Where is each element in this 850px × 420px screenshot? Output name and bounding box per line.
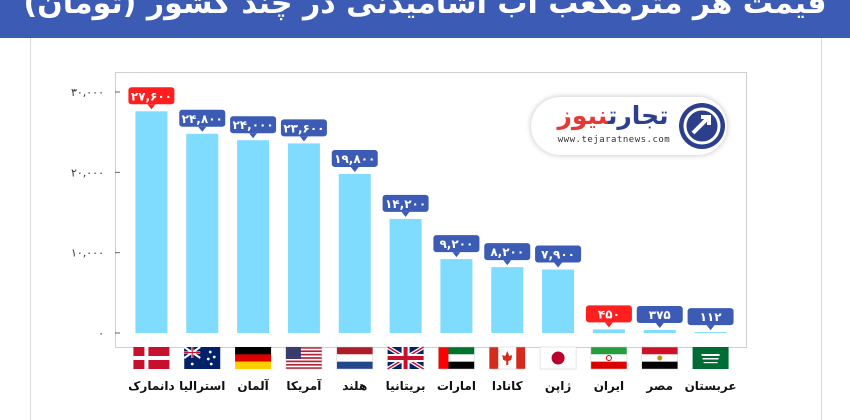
- japan-flag: [539, 346, 577, 370]
- bar: [592, 329, 625, 333]
- category-label: استرالیا: [179, 379, 225, 393]
- australia-flag: [183, 346, 221, 369]
- value-label-box: [230, 116, 277, 134]
- value-label: ۸,۲۰۰: [490, 245, 524, 259]
- bar: [542, 269, 575, 333]
- category-label: دانمارک: [128, 379, 175, 393]
- value-label-box: [433, 235, 480, 253]
- value-label-pointer: [249, 133, 258, 139]
- value-label-pointer: [554, 262, 563, 268]
- y-tick-label: ۱۰,۰۰۰: [71, 247, 104, 260]
- value-label-box: [484, 243, 531, 261]
- value-label-pointer: [147, 104, 156, 110]
- saudi-flag: [692, 347, 729, 369]
- category-label: کانادا: [492, 379, 523, 393]
- logo-name-part1: تجارت: [607, 101, 669, 130]
- value-label: ۲۴,۰۰۰: [232, 118, 273, 132]
- value-label-box: [179, 109, 226, 127]
- plot-area: [115, 72, 747, 348]
- canada-flag: [489, 346, 526, 370]
- bar: [440, 259, 473, 333]
- bar: [135, 111, 168, 333]
- bar: [643, 329, 676, 333]
- value-label: ۲۳,۶۰۰: [283, 121, 324, 135]
- value-label-pointer: [706, 325, 715, 331]
- value-label: ۱۹,۸۰۰: [334, 152, 375, 166]
- bar: [338, 173, 371, 333]
- category-label: آمریکا: [286, 378, 322, 393]
- value-label-pointer: [350, 166, 359, 172]
- value-label-box: [280, 119, 327, 137]
- netherlands-flag: [336, 346, 373, 370]
- y-tick-label: ۰: [98, 327, 104, 340]
- logo-name: تجارتنیوز: [545, 101, 681, 130]
- value-label-pointer: [604, 322, 613, 328]
- value-label: ۱۱۲: [700, 310, 723, 324]
- page-title: قیمت هر مترمکعب آب آشامیدنی در چند کشور …: [23, 0, 827, 21]
- y-tick-label: ۲۰,۰۰۰: [71, 166, 104, 179]
- germany-flag: [235, 347, 272, 369]
- value-label-box: [128, 87, 175, 105]
- value-label-box: [687, 308, 734, 326]
- value-label-pointer: [503, 260, 512, 266]
- bar: [694, 332, 727, 334]
- uk-flag: [386, 345, 425, 371]
- y-axis: ۰ ۱۰,۰۰۰ ۲۰,۰۰۰ ۳۰,۰۰۰: [71, 86, 120, 340]
- category-label: ایران: [594, 379, 624, 393]
- bar: [287, 143, 320, 333]
- denmark-flag: [133, 347, 170, 369]
- value-label-box: [331, 149, 378, 167]
- header-banner: قیمت هر مترمکعب آب آشامیدنی در چند کشور …: [0, 0, 850, 38]
- logo-mark-icon: [679, 103, 725, 149]
- value-label-pointer: [401, 211, 410, 217]
- value-label-pointer: [655, 322, 664, 328]
- value-labels: ۲۷,۶۰۰ ۲۴,۸۰۰ ۲۴,۰۰۰ ۲۳,۶۰۰ ۱۹,۸۰۰ ۱۴,۲۰۰ ۹,۲۰…: [128, 87, 734, 331]
- category-label: ژاپن: [545, 379, 571, 393]
- bar: [491, 267, 524, 333]
- category-label: آلمان: [237, 378, 269, 393]
- value-label: ۹,۲۰۰: [439, 237, 473, 251]
- value-label-pointer: [299, 136, 308, 142]
- flags: [133, 345, 729, 371]
- category-label: امارات: [437, 379, 476, 393]
- category-label: بریتانیا: [386, 379, 426, 393]
- x-axis-labels: دانمارک استرالیا آلمان آمریکا هلند بریتانیا ام…: [128, 378, 736, 393]
- bar: [237, 140, 270, 333]
- uae-flag: [438, 346, 475, 370]
- value-label-pointer: [198, 126, 207, 132]
- value-label-box: [382, 194, 429, 212]
- value-label-box: [535, 245, 582, 263]
- value-label-box: [585, 305, 632, 323]
- value-label-pointer: [452, 252, 461, 258]
- value-label-box: [636, 305, 683, 323]
- egypt-flag: [641, 346, 678, 370]
- value-label: ۱۴,۲۰۰: [385, 197, 426, 211]
- value-label: ۲۴,۸۰۰: [182, 112, 223, 126]
- value-label: ۳۷۵: [649, 308, 671, 322]
- bar: [389, 218, 422, 333]
- bar: [186, 133, 219, 333]
- category-label: مصر: [645, 379, 673, 393]
- value-label: ۷,۹۰۰: [541, 248, 575, 262]
- category-label: هلند: [342, 379, 367, 393]
- category-label: عربستان: [685, 379, 737, 393]
- logo-url: www.tejaratnews.com: [557, 135, 671, 145]
- tejaratnews-logo: تجارتنیوز www.tejaratnews.com: [531, 97, 727, 155]
- usa-flag: [285, 346, 323, 370]
- y-tick-label: ۳۰,۰۰۰: [71, 86, 104, 99]
- bars: [135, 111, 727, 334]
- logo-name-part2: نیوز: [557, 101, 608, 130]
- iran-flag: [590, 346, 628, 370]
- value-label: ۲۷,۶۰۰: [131, 89, 172, 103]
- value-label: ۴۵۰: [598, 307, 620, 321]
